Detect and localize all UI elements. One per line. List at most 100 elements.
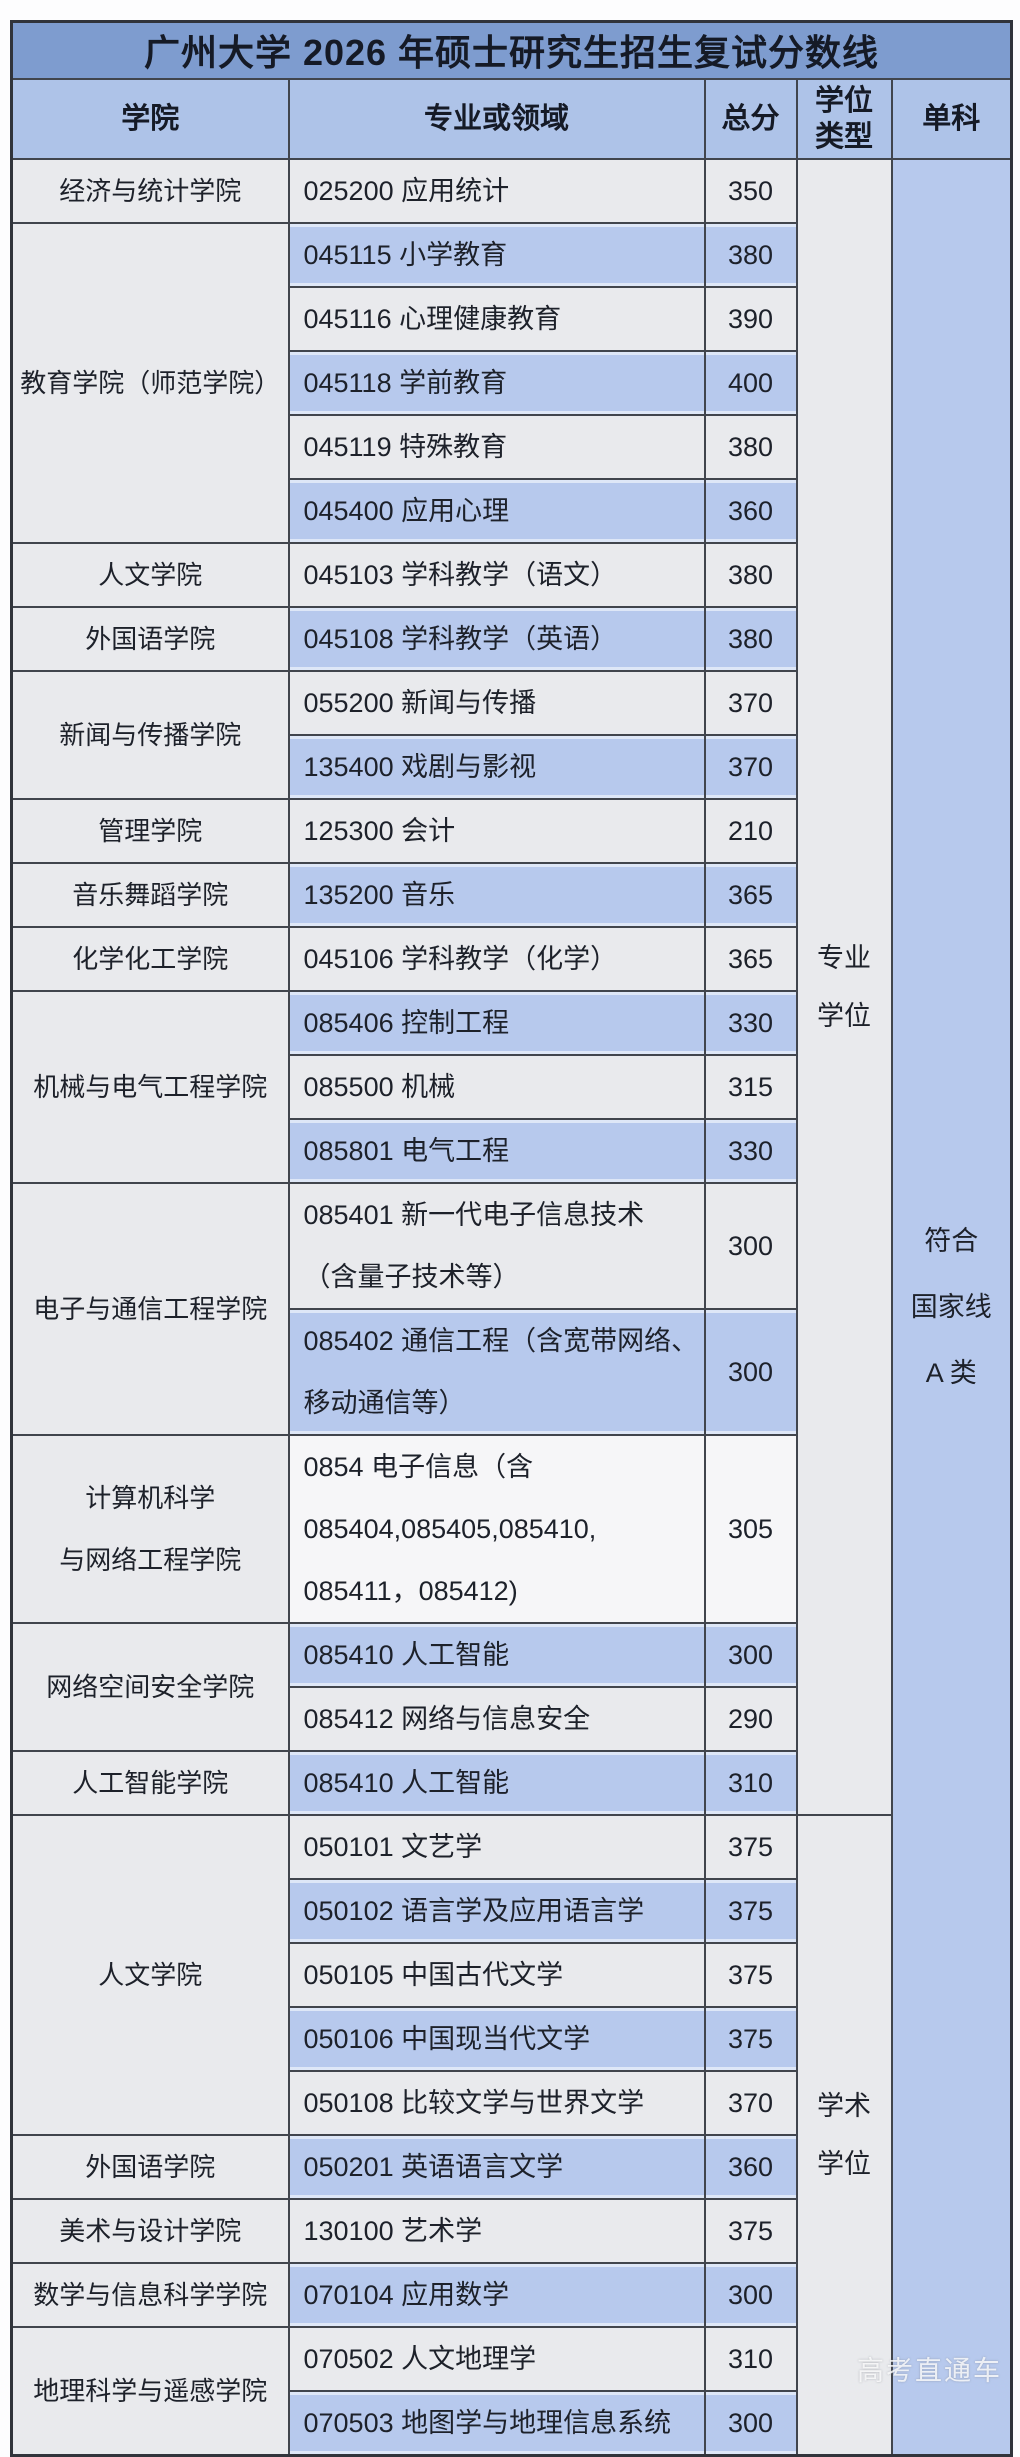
table-row: 人工智能学院 085410 人工智能 310 — [10, 1749, 1012, 1816]
major-cell: 025200 应用统计 — [287, 157, 706, 224]
score-cell: 380 — [703, 605, 798, 672]
college-cell: 化学化工学院 — [10, 925, 290, 992]
college-cell: 机械与电气工程学院 — [10, 989, 290, 1184]
major-cell: 070104 应用数学 — [287, 2261, 706, 2328]
major-cell: 055200 新闻与传播 — [287, 669, 706, 736]
table-row: 050106 中国现当代文学 375 — [12, 2005, 1012, 2072]
major-cell: 045115 小学教育 — [287, 221, 706, 288]
table-row: 电子与通信工程学院 085401 新一代电子信息技术 （含量子技术等） 300 — [10, 1181, 1012, 1436]
score-cell: 305 — [703, 1433, 798, 1624]
score-cell: 370 — [703, 669, 798, 736]
score-cell: 365 — [703, 925, 798, 992]
score-cell: 380 — [703, 221, 798, 288]
major-cell: 085801 电气工程 — [287, 1117, 706, 1184]
page-title: 广州大学 2026 年硕士研究生招生复试分数线 — [10, 20, 1013, 80]
score-cell: 375 — [703, 2197, 798, 2264]
table-row: 人文学院 045103 学科教学（语文） 380 — [10, 541, 1012, 608]
major-cell: 050105 中国古代文学 — [287, 1941, 706, 2008]
table-row: 045118 学前教育 400 — [12, 349, 1012, 416]
major-cell: 045116 心理健康教育 — [287, 285, 706, 352]
major-cell: 085410 人工智能 — [287, 1621, 706, 1688]
major-cell: 085500 机械 — [287, 1053, 706, 1120]
score-cell: 375 — [703, 1813, 798, 1880]
college-cell: 人工智能学院 — [10, 1749, 290, 1816]
table-head: 广州大学 2026 年硕士研究生招生复试分数线 学院 专业或领域 总分 学位 类… — [10, 20, 1013, 160]
score-cell: 290 — [703, 1685, 798, 1752]
score-table-body: 经济与统计学院 025200 应用统计 350 专业 学位 符合 国家线 A 类教育学院… — [10, 157, 1013, 2456]
college-cell: 管理学院 — [10, 797, 290, 864]
college-cell: 计算机科学 与网络工程学院 — [10, 1433, 290, 1624]
major-cell: 070502 人文地理学 — [287, 2325, 706, 2392]
major-cell: 085412 网络与信息安全 — [287, 1685, 706, 1752]
table-row: 化学化工学院 045106 学科教学（化学） 365 — [10, 925, 1012, 992]
score-cell: 315 — [703, 1053, 798, 1120]
table-row: 085412 网络与信息安全 290 — [12, 1685, 1012, 1752]
major-cell: 0854 电子信息（含 085404,085405,085410, 085411… — [287, 1433, 706, 1624]
table-row: 教育学院（师范学院） 045115 小学教育 380 — [10, 221, 1012, 544]
college-cell: 外国语学院 — [10, 605, 290, 672]
score-cell: 375 — [703, 2005, 798, 2072]
score-cell: 360 — [703, 477, 798, 544]
score-cell: 380 — [703, 413, 798, 480]
table-row: 外国语学院 050201 英语语言文学 360 — [10, 2133, 1012, 2200]
score-cell: 375 — [703, 1941, 798, 2008]
major-cell: 085401 新一代电子信息技术 （含量子技术等） — [287, 1181, 706, 1310]
score-cell: 300 — [703, 2261, 798, 2328]
table-row: 045400 应用心理 360 — [12, 477, 1012, 544]
major-cell: 085410 人工智能 — [287, 1749, 706, 1816]
score-cell: 350 — [703, 157, 798, 224]
degree-type-cell: 学术 学位 — [795, 1813, 893, 2456]
score-cell: 300 — [703, 1621, 798, 1688]
major-cell: 050101 文艺学 — [287, 1813, 706, 1880]
college-cell: 电子与通信工程学院 — [10, 1181, 290, 1436]
score-cell: 210 — [703, 797, 798, 864]
score-cell: 375 — [703, 1877, 798, 1944]
column-header-single-subject: 单科 — [890, 77, 1013, 160]
major-cell: 045118 学前教育 — [287, 349, 706, 416]
college-cell: 教育学院（师范学院） — [10, 221, 290, 544]
score-cell: 310 — [703, 1749, 798, 1816]
score-cell: 310 — [703, 2325, 798, 2392]
major-cell: 045106 学科教学（化学） — [287, 925, 706, 992]
score-cell: 365 — [703, 861, 798, 928]
table-row: 050105 中国古代文学 375 — [12, 1941, 1012, 2008]
score-cell: 300 — [703, 1307, 798, 1436]
major-cell: 045400 应用心理 — [287, 477, 706, 544]
header-row: 学院 专业或领域 总分 学位 类型 单科 — [10, 77, 1013, 160]
table-row: 人文学院 050101 文艺学 375 学术 学位 — [10, 1813, 1012, 2456]
college-cell: 人文学院 — [10, 541, 290, 608]
major-cell: 070503 地图学与地理信息系统 — [287, 2389, 706, 2456]
score-table: 广州大学 2026 年硕士研究生招生复试分数线 学院 专业或领域 总分 学位 类… — [10, 20, 1014, 2457]
college-cell: 网络空间安全学院 — [10, 1621, 290, 1752]
score-cell: 300 — [703, 2389, 798, 2456]
table-row: 085801 电气工程 330 — [12, 1117, 1012, 1184]
table-row: 计算机科学 与网络工程学院 0854 电子信息（含 085404,085405,0… — [10, 1433, 1012, 1624]
major-cell: 050106 中国现当代文学 — [287, 2005, 706, 2072]
college-cell: 人文学院 — [10, 1813, 290, 2136]
major-cell: 045119 特殊教育 — [287, 413, 706, 480]
major-cell: 125300 会计 — [287, 797, 706, 864]
table-row: 135400 戏剧与影视 370 — [12, 733, 1012, 800]
title-row: 广州大学 2026 年硕士研究生招生复试分数线 — [10, 20, 1013, 80]
table-row: 085402 通信工程（含宽带网络、 移动通信等） 300 — [12, 1307, 1012, 1436]
major-cell: 130100 艺术学 — [287, 2197, 706, 2264]
table-row: 网络空间安全学院 085410 人工智能 300 — [10, 1621, 1012, 1752]
single-subject-cell: 符合 国家线 A 类 — [890, 157, 1013, 2456]
table-row: 外国语学院 045108 学科教学（英语） 380 — [10, 605, 1012, 672]
college-cell: 地理科学与遥感学院 — [10, 2325, 290, 2456]
column-header-major: 专业或领域 — [287, 77, 706, 160]
score-cell: 370 — [703, 733, 798, 800]
score-cell: 300 — [703, 1181, 798, 1310]
table-row: 050108 比较文学与世界文学 370 — [12, 2069, 1012, 2136]
score-cell: 330 — [703, 1117, 798, 1184]
page: 广州大学 2026 年硕士研究生招生复试分数线 学院 专业或领域 总分 学位 类… — [10, 20, 1014, 2457]
table-row: 音乐舞蹈学院 135200 音乐 365 — [10, 861, 1012, 928]
table-row: 045116 心理健康教育 390 — [12, 285, 1012, 352]
college-cell: 美术与设计学院 — [10, 2197, 290, 2264]
college-cell: 外国语学院 — [10, 2133, 290, 2200]
major-cell: 050201 英语语言文学 — [287, 2133, 706, 2200]
major-cell: 045103 学科教学（语文） — [287, 541, 706, 608]
major-cell: 045108 学科教学（英语） — [287, 605, 706, 672]
college-cell: 音乐舞蹈学院 — [10, 861, 290, 928]
major-cell: 085402 通信工程（含宽带网络、 移动通信等） — [287, 1307, 706, 1436]
